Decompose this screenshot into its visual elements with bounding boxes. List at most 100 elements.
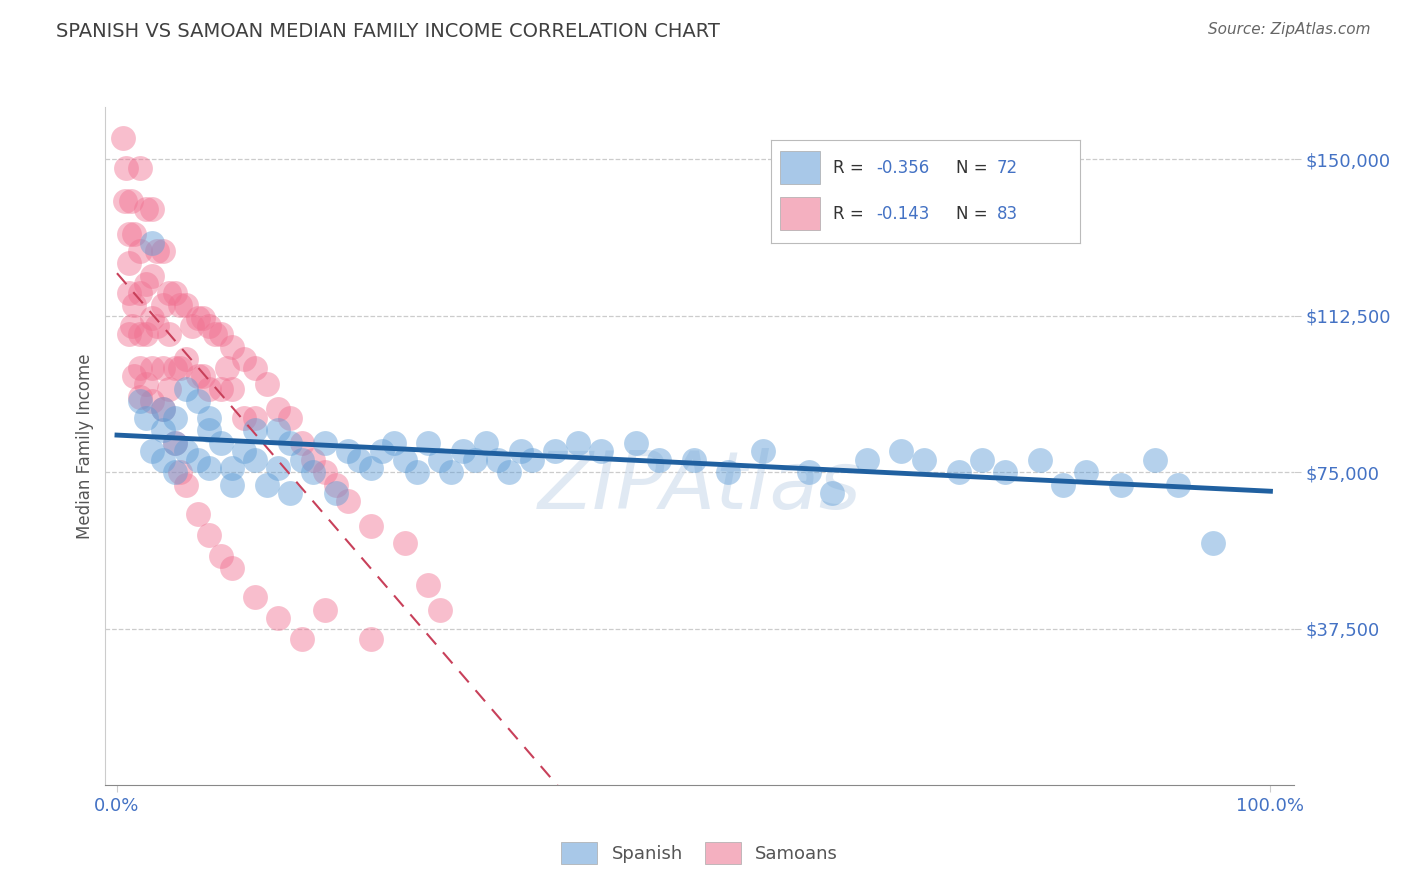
Point	[464, 452, 486, 467]
Point	[198, 461, 221, 475]
Point	[855, 452, 877, 467]
Point	[146, 244, 169, 258]
Point	[648, 452, 671, 467]
Point	[245, 423, 267, 437]
Point	[325, 486, 347, 500]
Point	[429, 603, 451, 617]
Point	[187, 452, 209, 467]
Point	[121, 319, 143, 334]
Point	[451, 444, 474, 458]
Point	[124, 369, 146, 384]
Point	[406, 465, 429, 479]
Point	[1052, 477, 1074, 491]
Point	[163, 435, 186, 450]
Point	[198, 382, 221, 396]
Point	[169, 465, 191, 479]
Point	[278, 435, 301, 450]
Point	[114, 194, 136, 208]
Point	[129, 161, 152, 175]
Point	[117, 256, 139, 270]
Point	[129, 285, 152, 300]
Point	[394, 452, 416, 467]
Legend: Spanish, Samoans: Spanish, Samoans	[554, 834, 845, 871]
Text: 83: 83	[997, 205, 1018, 223]
Point	[912, 452, 935, 467]
Text: R =: R =	[832, 159, 869, 177]
Point	[221, 340, 243, 354]
Point	[141, 268, 163, 283]
Point	[221, 561, 243, 575]
Text: -0.356: -0.356	[876, 159, 929, 177]
Text: ZIPAtlas: ZIPAtlas	[537, 448, 862, 525]
Point	[221, 461, 243, 475]
Point	[209, 327, 232, 342]
Point	[290, 632, 312, 646]
Point	[157, 285, 180, 300]
Point	[232, 444, 254, 458]
Point	[522, 452, 544, 467]
Point	[152, 452, 174, 467]
Point	[129, 394, 152, 409]
Point	[267, 611, 290, 625]
Point	[752, 444, 775, 458]
Point	[141, 444, 163, 458]
Point	[245, 452, 267, 467]
Point	[245, 591, 267, 605]
Point	[135, 410, 157, 425]
Point	[682, 452, 704, 467]
Text: N =: N =	[956, 159, 993, 177]
Y-axis label: Median Family Income: Median Family Income	[76, 353, 94, 539]
Point	[336, 494, 359, 508]
Point	[157, 327, 180, 342]
Point	[187, 394, 209, 409]
Point	[209, 549, 232, 563]
Point	[174, 444, 197, 458]
Point	[486, 452, 509, 467]
Point	[135, 202, 157, 217]
Point	[129, 244, 152, 258]
Point	[209, 382, 232, 396]
Point	[1029, 452, 1052, 467]
Text: 72: 72	[997, 159, 1018, 177]
Point	[193, 369, 215, 384]
Point	[157, 382, 180, 396]
Point	[163, 435, 186, 450]
Point	[382, 435, 405, 450]
Point	[267, 402, 290, 417]
Point	[215, 360, 238, 375]
Text: -0.143: -0.143	[876, 205, 929, 223]
Point	[120, 194, 142, 208]
Point	[232, 410, 254, 425]
Point	[544, 444, 567, 458]
Point	[278, 486, 301, 500]
Point	[152, 423, 174, 437]
Point	[141, 360, 163, 375]
Point	[302, 452, 325, 467]
Point	[290, 452, 312, 467]
Point	[124, 298, 146, 312]
Point	[302, 465, 325, 479]
Point	[394, 536, 416, 550]
Point	[152, 298, 174, 312]
Point	[129, 327, 152, 342]
Point	[198, 319, 221, 334]
Point	[117, 227, 139, 242]
Point	[152, 402, 174, 417]
Point	[475, 435, 498, 450]
Point	[193, 310, 215, 325]
FancyBboxPatch shape	[780, 197, 820, 230]
Point	[256, 377, 278, 392]
Point	[267, 461, 290, 475]
Point	[245, 410, 267, 425]
Text: R =: R =	[832, 205, 869, 223]
Point	[152, 402, 174, 417]
Point	[117, 327, 139, 342]
Point	[141, 235, 163, 250]
Point	[163, 360, 186, 375]
Point	[221, 477, 243, 491]
Point	[717, 465, 740, 479]
Point	[209, 435, 232, 450]
Point	[129, 390, 152, 404]
Point	[360, 519, 382, 533]
Text: Source: ZipAtlas.com: Source: ZipAtlas.com	[1208, 22, 1371, 37]
